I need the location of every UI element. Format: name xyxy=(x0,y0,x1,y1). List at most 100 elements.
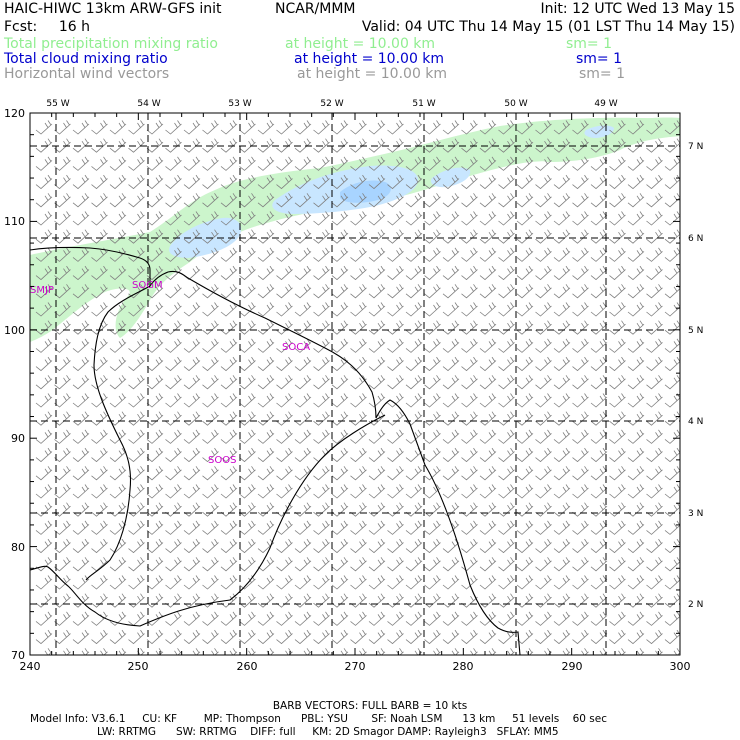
wind-barb xyxy=(128,229,145,244)
wind-barb xyxy=(331,156,349,171)
wind-barb xyxy=(220,302,238,317)
wind-barb xyxy=(350,247,367,262)
wind-barb xyxy=(109,356,127,372)
wind-barb xyxy=(516,593,534,608)
field-name-cloud: Total cloud mixing ratio xyxy=(3,51,168,67)
wind-barb xyxy=(54,193,71,208)
wind-barb xyxy=(535,502,552,517)
wind-barb xyxy=(220,429,238,444)
wind-barb xyxy=(442,575,460,590)
wind-barb xyxy=(609,429,626,444)
wind-barb xyxy=(461,284,478,299)
wind-barb xyxy=(479,174,497,190)
wind-barb xyxy=(664,375,680,390)
wind-barb xyxy=(516,611,534,626)
wind-barb xyxy=(498,520,515,535)
wind-barb xyxy=(479,411,497,426)
wind-barb xyxy=(424,575,441,590)
wind-barb xyxy=(35,375,53,390)
wind-barb xyxy=(498,411,515,426)
wind-barb xyxy=(257,593,275,608)
wind-barb xyxy=(424,484,441,499)
axis-ticks xyxy=(29,112,681,656)
wind-barb xyxy=(239,193,256,208)
wind-barb xyxy=(498,375,515,390)
wind-barb xyxy=(664,575,680,590)
wind-barb xyxy=(387,120,404,135)
wind-barb xyxy=(276,611,293,626)
valid-time: Valid: 04 UTC Thu 14 May 15 (01 LST Thu … xyxy=(362,19,735,35)
wind-barb xyxy=(276,247,293,262)
wind-barb xyxy=(424,138,441,153)
wind-barb xyxy=(294,557,312,572)
wind-barb xyxy=(590,447,608,463)
wind-barb xyxy=(202,284,219,299)
wind-barb xyxy=(424,156,441,171)
wind-barb xyxy=(387,193,404,208)
wind-barb xyxy=(498,265,515,281)
wind-barb xyxy=(609,247,626,262)
wind-barb xyxy=(294,502,312,517)
wind-barb xyxy=(257,193,275,208)
wind-barb xyxy=(535,593,552,608)
wind-barb xyxy=(461,120,478,135)
wind-barb xyxy=(220,229,238,244)
wind-barb xyxy=(257,211,275,226)
wind-barb xyxy=(35,138,53,153)
wind-barb xyxy=(202,247,219,262)
wind-barb xyxy=(442,174,460,190)
wind-barb xyxy=(313,393,330,408)
wind-barb xyxy=(368,593,386,608)
wind-barb xyxy=(646,520,663,535)
wind-barb xyxy=(54,447,71,463)
wind-barb xyxy=(54,520,71,535)
wind-barb xyxy=(109,393,127,408)
wind-barb xyxy=(35,174,53,190)
wind-barb xyxy=(387,320,404,335)
wind-barb xyxy=(109,575,127,590)
wind-barb xyxy=(461,156,478,171)
wind-barb xyxy=(294,629,312,645)
wind-barb xyxy=(331,284,349,299)
wind-barb xyxy=(387,538,404,554)
wind-barb xyxy=(128,611,145,626)
wind-barb xyxy=(553,502,571,517)
wind-barb xyxy=(368,193,386,208)
wind-barb xyxy=(479,629,497,645)
wind-barb xyxy=(535,484,552,499)
wind-barb xyxy=(202,575,219,590)
wind-barb xyxy=(553,538,571,554)
wind-barb xyxy=(276,575,293,590)
wind-barb xyxy=(424,174,441,190)
wind-barb xyxy=(331,138,349,153)
border-west xyxy=(85,285,151,581)
wind-barb xyxy=(183,629,201,645)
wind-barb xyxy=(368,393,386,408)
wind-barb xyxy=(54,502,71,517)
wind-barb xyxy=(54,593,71,608)
wind-barb xyxy=(313,538,330,554)
wind-barb xyxy=(183,284,201,299)
wind-barb xyxy=(239,447,256,463)
wind-barb xyxy=(146,411,164,426)
wind-barb xyxy=(239,211,256,226)
wind-barb xyxy=(553,302,571,317)
wind-barb xyxy=(461,338,478,353)
wind-barb xyxy=(165,447,182,463)
wind-barb xyxy=(516,429,534,444)
wind-barb xyxy=(350,174,367,190)
wind-barb xyxy=(350,557,367,572)
wind-barb xyxy=(35,156,53,171)
wind-barb xyxy=(35,211,53,226)
wind-barb xyxy=(165,484,182,499)
wind-barb xyxy=(313,411,330,426)
wind-barb xyxy=(535,557,552,572)
wind-barb xyxy=(535,320,552,335)
wind-barb xyxy=(516,265,534,281)
latlon-grid xyxy=(30,113,680,655)
x-tick-280: 280 xyxy=(453,660,474,673)
wind-barb xyxy=(535,538,552,554)
wind-barb xyxy=(276,538,293,554)
wind-barb xyxy=(442,611,460,626)
wind-barb xyxy=(91,375,108,390)
